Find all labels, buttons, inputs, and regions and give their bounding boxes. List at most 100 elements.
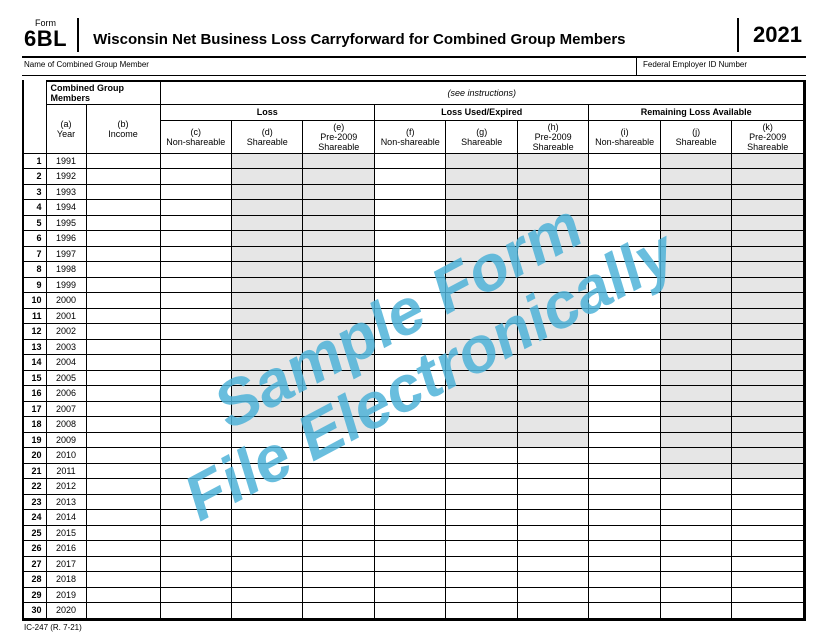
cell-f[interactable] <box>374 603 445 619</box>
cell-i[interactable] <box>589 153 660 169</box>
income-cell[interactable] <box>86 277 160 293</box>
cell-g[interactable] <box>446 603 517 619</box>
cell-f[interactable] <box>374 277 445 293</box>
cell-h[interactable] <box>517 587 588 603</box>
cell-f[interactable] <box>374 293 445 309</box>
cell-h[interactable] <box>517 448 588 464</box>
cell-f[interactable] <box>374 525 445 541</box>
cell-i[interactable] <box>589 293 660 309</box>
cell-d[interactable] <box>232 510 303 526</box>
cell-d[interactable] <box>232 463 303 479</box>
cell-d[interactable] <box>232 603 303 619</box>
income-cell[interactable] <box>86 417 160 433</box>
cell-i[interactable] <box>589 231 660 247</box>
cell-c[interactable] <box>160 541 231 557</box>
cell-i[interactable] <box>589 355 660 371</box>
income-cell[interactable] <box>86 448 160 464</box>
cell-f[interactable] <box>374 324 445 340</box>
cell-e[interactable] <box>303 603 374 619</box>
cell-e[interactable] <box>303 479 374 495</box>
cell-e[interactable] <box>303 463 374 479</box>
cell-i[interactable] <box>589 572 660 588</box>
cell-c[interactable] <box>160 355 231 371</box>
cell-g[interactable] <box>446 463 517 479</box>
cell-i[interactable] <box>589 184 660 200</box>
cell-i[interactable] <box>589 324 660 340</box>
cell-c[interactable] <box>160 324 231 340</box>
cell-f[interactable] <box>374 572 445 588</box>
cell-i[interactable] <box>589 417 660 433</box>
income-cell[interactable] <box>86 494 160 510</box>
cell-g[interactable] <box>446 494 517 510</box>
cell-d[interactable] <box>232 494 303 510</box>
cell-i[interactable] <box>589 541 660 557</box>
cell-i[interactable] <box>589 587 660 603</box>
cell-f[interactable] <box>374 541 445 557</box>
cell-e[interactable] <box>303 510 374 526</box>
income-cell[interactable] <box>86 246 160 262</box>
cell-i[interactable] <box>589 463 660 479</box>
cell-i[interactable] <box>589 401 660 417</box>
cell-k[interactable] <box>732 603 804 619</box>
cell-j[interactable] <box>660 541 731 557</box>
cell-c[interactable] <box>160 479 231 495</box>
income-cell[interactable] <box>86 153 160 169</box>
cell-f[interactable] <box>374 587 445 603</box>
cell-e[interactable] <box>303 572 374 588</box>
cell-d[interactable] <box>232 572 303 588</box>
cell-c[interactable] <box>160 417 231 433</box>
cell-g[interactable] <box>446 510 517 526</box>
cell-d[interactable] <box>232 479 303 495</box>
cell-c[interactable] <box>160 463 231 479</box>
income-cell[interactable] <box>86 556 160 572</box>
cell-j[interactable] <box>660 603 731 619</box>
cell-g[interactable] <box>446 572 517 588</box>
cell-c[interactable] <box>160 370 231 386</box>
cell-c[interactable] <box>160 308 231 324</box>
cell-i[interactable] <box>589 525 660 541</box>
income-cell[interactable] <box>86 401 160 417</box>
cell-k[interactable] <box>732 541 804 557</box>
cell-f[interactable] <box>374 153 445 169</box>
cell-h[interactable] <box>517 556 588 572</box>
cell-c[interactable] <box>160 277 231 293</box>
income-cell[interactable] <box>86 541 160 557</box>
cell-f[interactable] <box>374 432 445 448</box>
income-cell[interactable] <box>86 355 160 371</box>
cell-c[interactable] <box>160 432 231 448</box>
cell-c[interactable] <box>160 510 231 526</box>
cell-c[interactable] <box>160 587 231 603</box>
cell-c[interactable] <box>160 200 231 216</box>
cell-k[interactable] <box>732 587 804 603</box>
cell-e[interactable] <box>303 448 374 464</box>
income-cell[interactable] <box>86 370 160 386</box>
cell-f[interactable] <box>374 200 445 216</box>
income-cell[interactable] <box>86 308 160 324</box>
cell-c[interactable] <box>160 386 231 402</box>
cell-k[interactable] <box>732 510 804 526</box>
cell-j[interactable] <box>660 494 731 510</box>
cell-e[interactable] <box>303 541 374 557</box>
cell-c[interactable] <box>160 572 231 588</box>
cell-i[interactable] <box>589 262 660 278</box>
cell-d[interactable] <box>232 587 303 603</box>
cell-f[interactable] <box>374 494 445 510</box>
cell-f[interactable] <box>374 510 445 526</box>
cell-c[interactable] <box>160 246 231 262</box>
cell-f[interactable] <box>374 262 445 278</box>
cell-g[interactable] <box>446 448 517 464</box>
cell-f[interactable] <box>374 215 445 231</box>
cell-i[interactable] <box>589 169 660 185</box>
income-cell[interactable] <box>86 339 160 355</box>
income-cell[interactable] <box>86 432 160 448</box>
cell-f[interactable] <box>374 386 445 402</box>
cell-c[interactable] <box>160 494 231 510</box>
income-cell[interactable] <box>86 479 160 495</box>
cell-i[interactable] <box>589 603 660 619</box>
cell-f[interactable] <box>374 246 445 262</box>
cell-i[interactable] <box>589 370 660 386</box>
income-cell[interactable] <box>86 262 160 278</box>
cell-g[interactable] <box>446 587 517 603</box>
cell-c[interactable] <box>160 169 231 185</box>
income-cell[interactable] <box>86 184 160 200</box>
